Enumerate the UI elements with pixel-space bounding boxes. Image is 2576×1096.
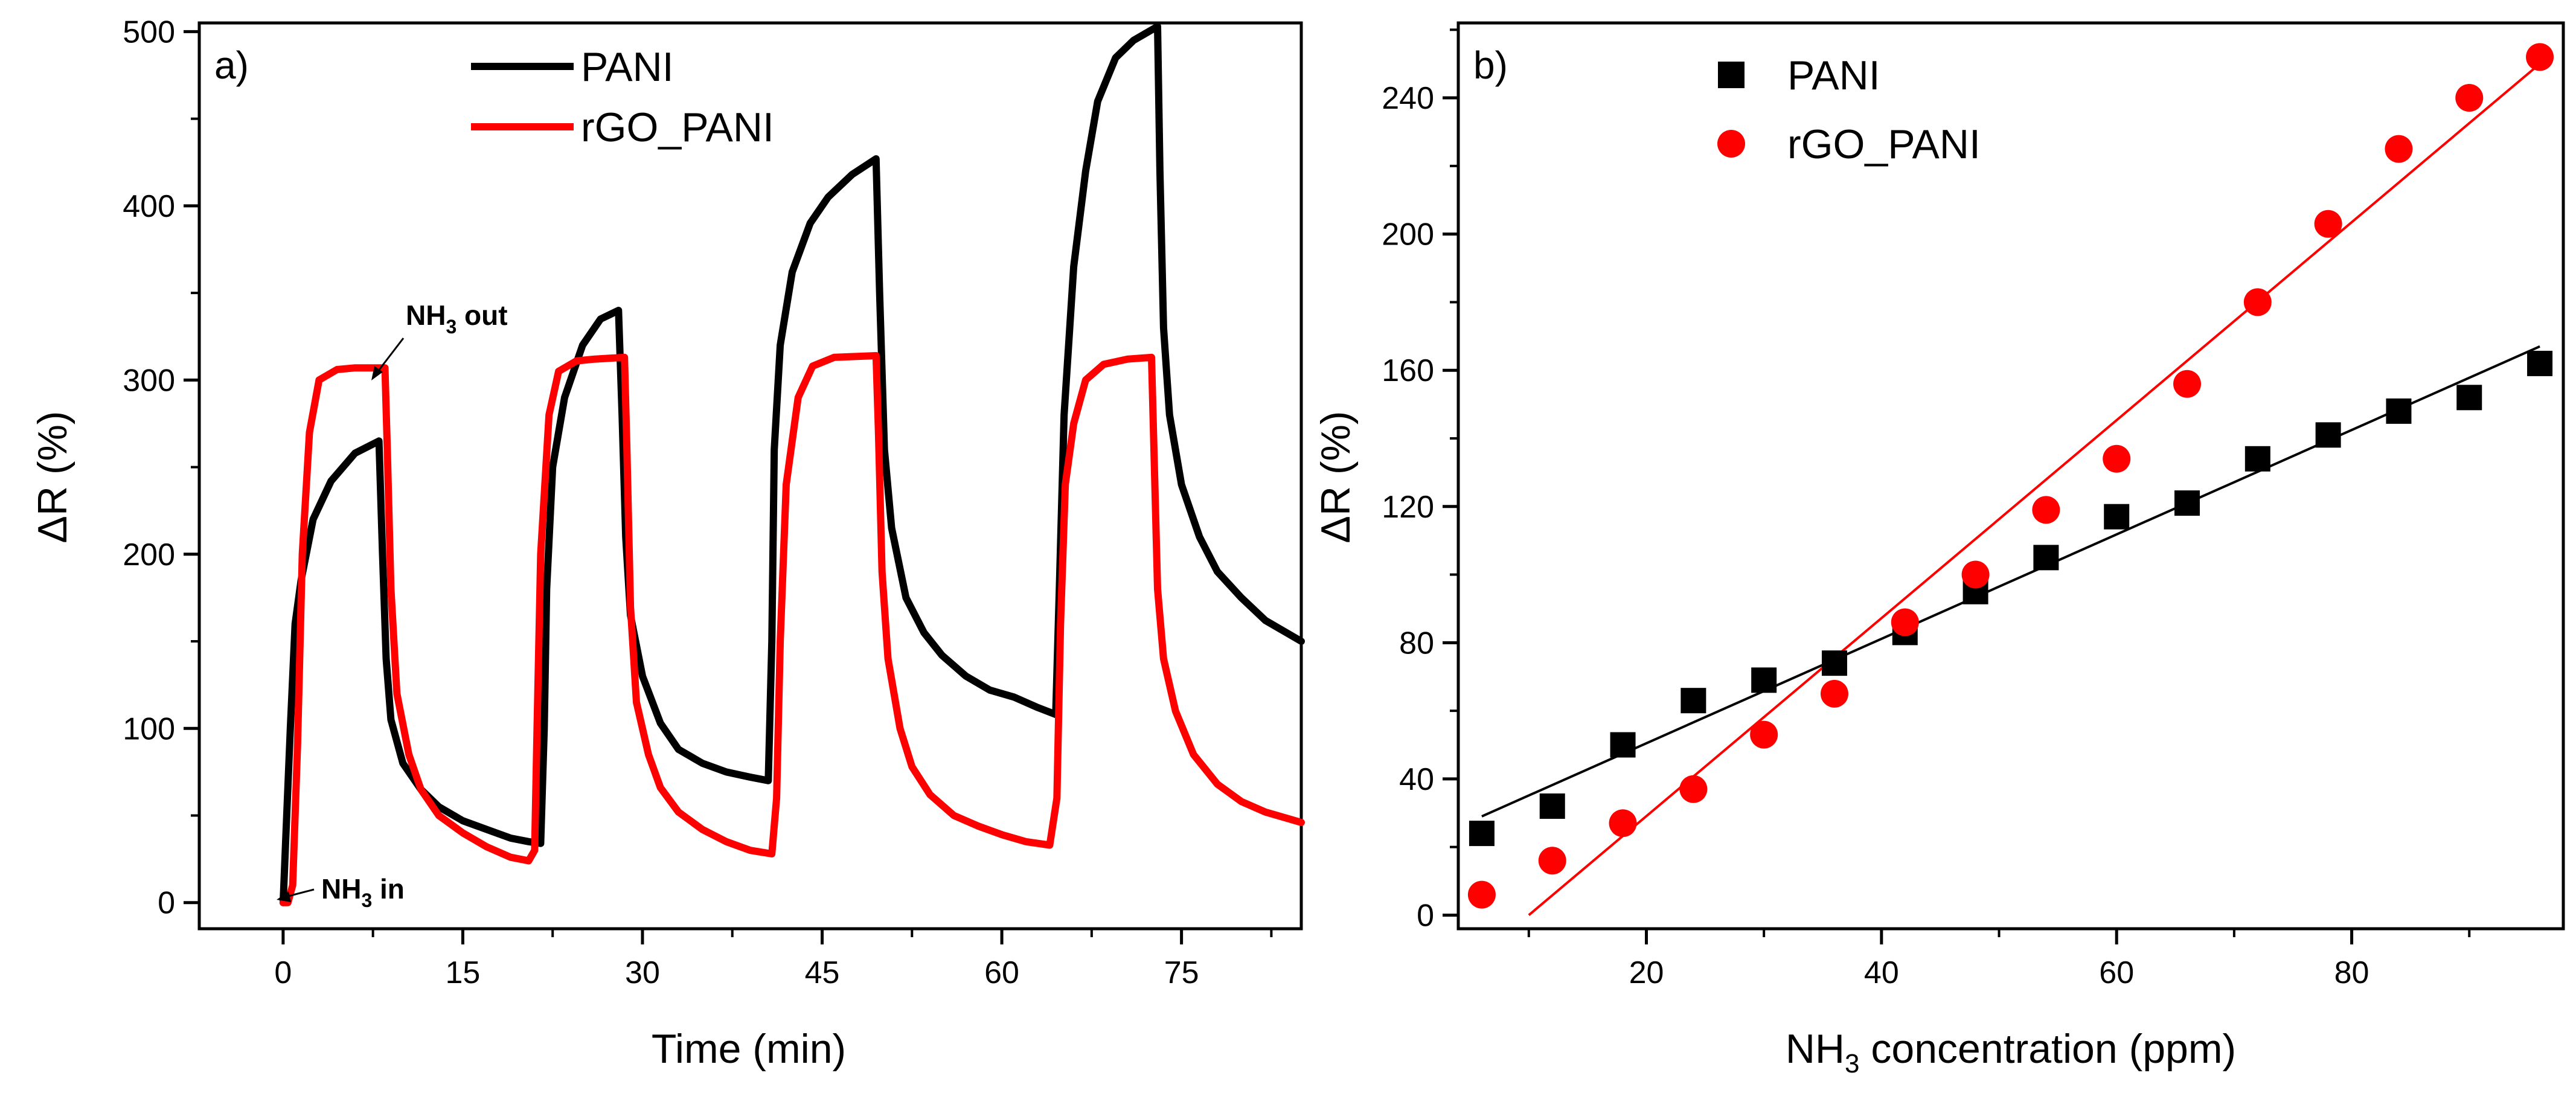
y-tick-label: 100 [123,711,175,746]
point-pani [2527,350,2553,376]
x-tick-label: 30 [625,955,660,990]
x-tick-label: 40 [1864,955,1899,990]
panel-a-label: a) [214,43,249,87]
panel-a: 0 15 30 45 60 75 0 100 200 300 400 500 a) PANI rGO_… [30,14,1305,1072]
panel-a-x-axis-title: Time (min) [652,1026,846,1072]
panel-b-points [1467,43,2554,909]
point-rgo-pani [2103,444,2131,473]
point-pani [2315,422,2341,448]
panel-b: 20 40 60 80 0 40 80 120 160 200 240 b) PANI rGO_PA… [1313,21,2565,1078]
panel-a-y-axis-title: ΔR (%) [30,411,75,543]
annotation-nh3-out: NH3 out [406,300,508,338]
point-pani [2033,545,2059,571]
point-pani [2456,385,2482,411]
y-tick-label: 400 [123,189,175,224]
panel-b-ticks: 20 40 60 80 0 40 80 120 160 200 240 [1382,28,2471,990]
point-rgo-pani [1467,880,1496,909]
y-tick-label: 120 [1382,490,1434,525]
point-pani [2244,446,2270,472]
x-tick-label: 0 [274,955,292,990]
panel-b-y-axis-title: ΔR (%) [1313,411,1359,543]
y-tick-label: 0 [158,886,175,921]
y-tick-label: 200 [1382,217,1434,252]
point-pani [1751,667,1777,693]
x-tick-label: 80 [2334,955,2369,990]
x-tick-label: 60 [2099,955,2134,990]
panel-b-x-axis-title: NH3 concentration (ppm) [1786,1026,2236,1078]
series-line-pani [279,22,1305,906]
x-tick-label: 75 [1164,955,1199,990]
annotation-nh3-in-arrowhead [277,891,291,902]
y-tick-label: 240 [1382,81,1434,116]
panel-a-lines [279,22,1305,906]
point-rgo-pani [1820,679,1848,708]
legend-b-rgo-marker [1717,130,1745,158]
x-tick-label: 15 [445,955,480,990]
point-rgo-pani [2455,84,2484,112]
x-tick-label: 20 [1629,955,1664,990]
point-rgo-pani [1961,560,1990,589]
point-rgo-pani [1609,809,1637,838]
legend-b-pani-marker [1718,62,1745,88]
legend-a-pani-label: PANI [581,44,674,90]
point-pani [1539,793,1565,819]
point-rgo-pani [1750,720,1778,749]
y-tick-label: 80 [1399,626,1434,661]
point-rgo-pani [2173,370,2202,398]
fit-line-rgo-pani [1528,63,2541,916]
annotation-nh3-out-arrowhead [371,366,383,380]
point-pani [2104,504,2130,530]
point-pani [2174,490,2200,516]
y-tick-label: 300 [123,363,175,398]
series-line-rgo-pani [279,352,1305,906]
panel-b-label: b) [1473,43,1508,87]
point-rgo-pani [1679,775,1708,803]
y-tick-label: 40 [1399,762,1434,797]
point-rgo-pani [2385,135,2413,163]
fit-line-pani [1481,345,2540,818]
point-rgo-pani [2526,43,2554,71]
point-pani [2386,398,2412,424]
y-tick-label: 200 [123,537,175,572]
panel-b-frame [1456,21,2565,931]
point-pani [1610,732,1636,758]
panel-a-frame [197,21,1303,931]
annotation-nh3-out-arrow [374,338,405,375]
x-tick-label: 60 [984,955,1019,990]
y-tick-label: 160 [1382,353,1434,388]
point-rgo-pani [1538,847,1566,875]
point-rgo-pani [2243,288,2272,316]
x-tick-label: 45 [805,955,840,990]
point-pani [1821,650,1847,676]
panel-b-fit-lines [1481,63,2541,916]
y-tick-label: 0 [1417,898,1434,933]
annotation-nh3-in: NH3 in [321,873,405,911]
point-rgo-pani [2032,496,2060,524]
legend-a-rgo-label: rGO_PANI [581,104,774,150]
y-tick-label: 500 [123,14,175,50]
legend-b-rgo-label: rGO_PANI [1787,121,1981,167]
point-pani [1680,688,1706,714]
point-rgo-pani [2314,210,2342,238]
point-rgo-pani [1891,608,1919,636]
legend-b-pani-label: PANI [1787,53,1880,98]
panel-a-ticks: 0 15 30 45 60 75 0 100 200 300 400 500 [123,14,1273,990]
point-pani [1469,821,1495,847]
